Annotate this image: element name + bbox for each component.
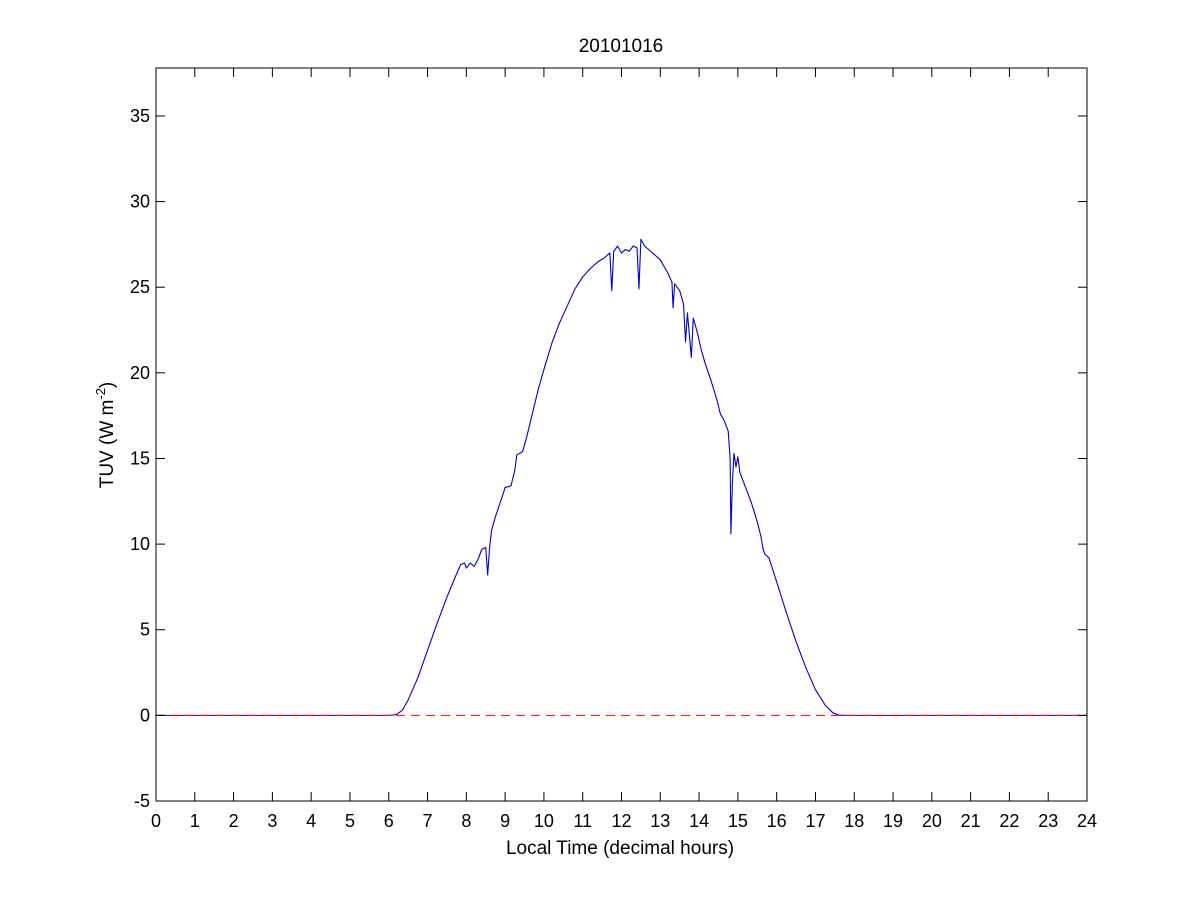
x-tick-label: 22 [999,811,1019,831]
y-tick-label: 5 [140,620,150,640]
y-tick-label: 15 [130,448,150,468]
x-tick-label: 23 [1038,811,1058,831]
x-tick-label: 12 [611,811,631,831]
x-tick-label: 14 [689,811,709,831]
x-tick-label: 16 [767,811,787,831]
x-tick-label: 0 [151,811,161,831]
y-tick-label: 30 [130,192,150,212]
x-tick-label: 18 [844,811,864,831]
x-tick-label: 8 [461,811,471,831]
x-tick-label: 3 [267,811,277,831]
x-tick-labels: 0 1 2 3 4 5 6 7 8 9 10 11 12 13 14 15 16 17 18 19 20 21 22 23 24 [151,811,1097,831]
chart-title: 20101016 [579,36,664,57]
y-axis-label-main: TUV (W m [97,400,118,489]
series-layer [156,238,1087,716]
y-tick-labels: -5 0 5 10 15 20 25 30 35 [130,106,150,811]
x-tick-label: 20 [922,811,942,831]
x-tick-label: 19 [883,811,903,831]
ticks-layer [155,68,1088,802]
x-axis-label: Local Time (decimal hours) [506,838,734,859]
x-tick-label: 17 [805,811,825,831]
x-tick-label: 1 [190,811,200,831]
plot-area-background [156,68,1087,801]
x-tick-label: 10 [534,811,554,831]
y-axis-label-exponent: -2 [93,388,108,400]
y-tick-label: 25 [130,277,150,297]
x-tick-label: 11 [573,811,592,831]
x-tick-label: 4 [306,811,316,831]
x-tick-label: 5 [345,811,355,831]
x-tick-label: 9 [500,811,510,831]
x-tick-label: 21 [961,811,981,831]
y-axis-label: TUV (W m-2) [93,382,118,489]
x-tick-label: 13 [650,811,670,831]
x-tick-label: 15 [728,811,748,831]
x-tick-label: 6 [384,811,394,831]
x-tick-label: 7 [423,811,433,831]
x-tick-label: 2 [229,811,239,831]
x-tick-label: 24 [1077,811,1097,831]
y-tick-label: 35 [130,106,150,126]
tuv-series-line [156,238,1087,716]
y-axis-label-close: ) [97,382,118,388]
plot-frame [155,67,1088,802]
y-tick-label: 20 [130,363,150,383]
y-tick-label: -5 [134,791,150,811]
y-tick-label: 0 [140,705,150,725]
y-tick-label: 10 [130,534,150,554]
